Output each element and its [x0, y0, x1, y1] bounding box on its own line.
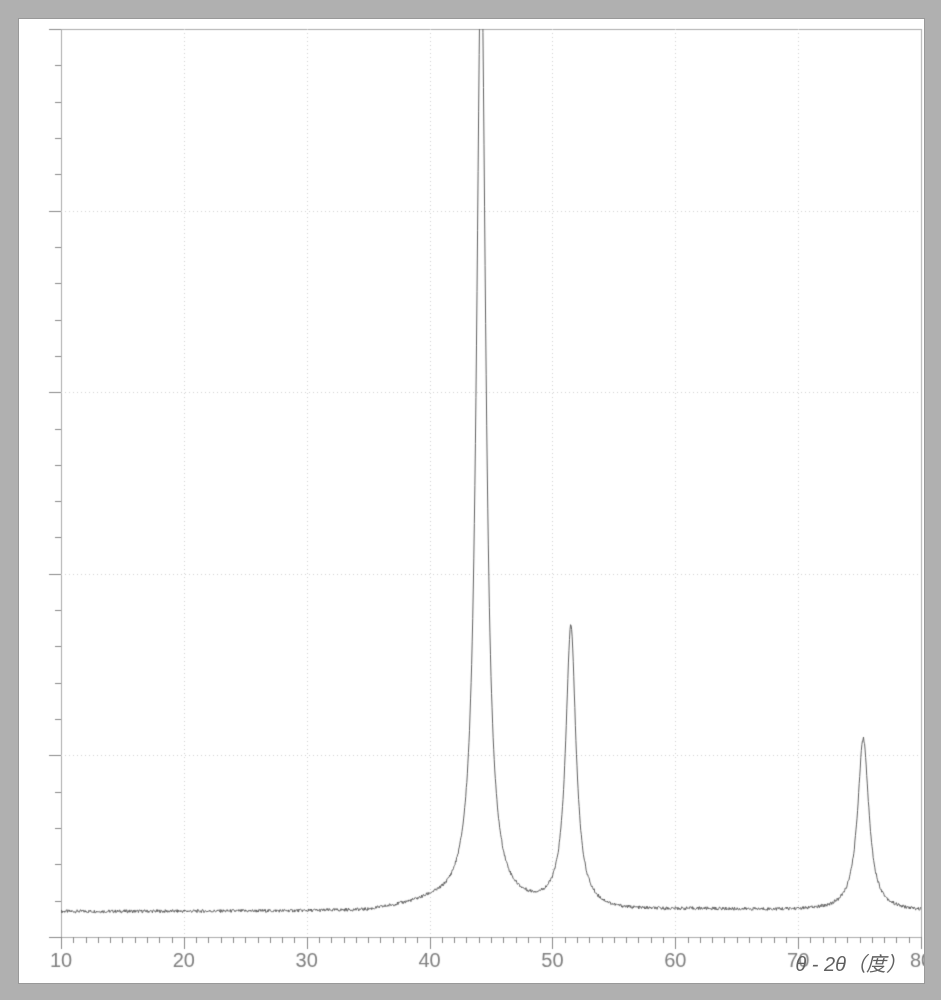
xrd-plot-canvas — [19, 19, 924, 983]
chart-frame: θ - 2θ（度） — [18, 18, 925, 984]
x-axis-label: θ - 2θ（度） — [795, 948, 906, 977]
